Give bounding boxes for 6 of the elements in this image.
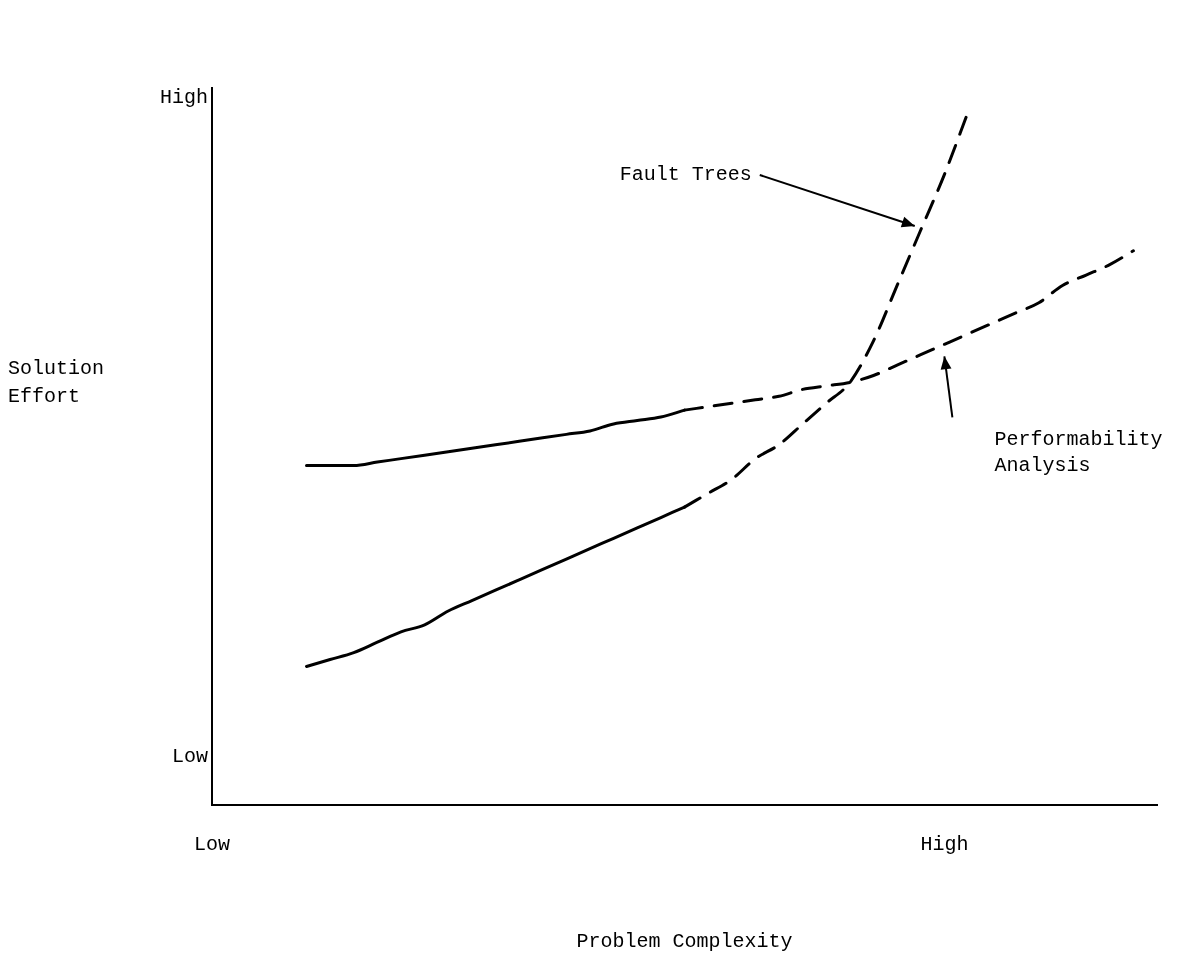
text: Low: [171, 745, 208, 769]
annotation: Performability Analysis: [994, 427, 1163, 477]
y-axis-title: Solution Effort: [8, 356, 105, 410]
text: High: [159, 86, 208, 110]
x-axis-title: Problem Complexity: [576, 930, 793, 954]
annotation: Fault Trees: [619, 163, 752, 187]
